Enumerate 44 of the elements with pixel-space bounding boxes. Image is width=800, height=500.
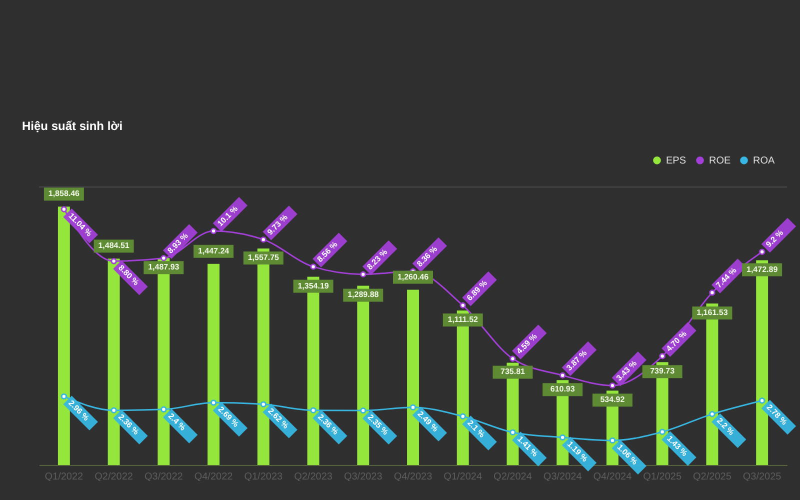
data-label: 2.78 % [764,402,789,427]
legend-label: ROE [709,155,731,166]
data-label: 1.19 % [565,440,590,464]
data-label: 6.89 % [464,278,489,303]
data-label: 3.43 % [614,358,639,383]
data-label: 10.1 % [216,204,240,228]
data-label: 534.92 [600,395,626,404]
data-label: 8.80 % [116,263,141,288]
data-label: 8.23 % [365,248,390,272]
data-label: 1,354.19 [298,281,330,290]
data-label: 2.49 % [416,409,440,434]
data-label: 1.43 % [665,434,690,458]
data-label: 610.93 [550,384,576,394]
data-label: 8.56 % [315,240,340,264]
data-label: 1,858.46 [48,189,80,198]
data-label: 735.81 [500,367,526,376]
data-label: 1,472.89 [746,264,778,274]
data-label: 2.36 % [116,412,141,436]
data-label: 1,111.52 [448,315,479,324]
data-label: 1,447.24 [198,246,230,256]
data-label: 2.96 % [66,398,91,423]
data-label: 8.36 % [415,244,440,268]
legend-label: ROA [753,155,775,166]
data-label: 9.2 % [764,228,786,250]
data-label: 2.35 % [366,412,390,437]
data-label: 1,260.46 [397,272,430,282]
data-label: 1,289.88 [348,290,380,300]
data-label: 2.36 % [316,412,340,436]
data-label: 2.69 % [216,404,240,429]
data-label: 1.06 % [615,442,640,467]
data-label: 4.70 % [664,329,688,354]
data-label: 2.2 % [715,416,736,437]
data-label: 4.59 % [514,332,539,356]
data-label: 1,161.53 [696,308,728,318]
data-label: 1,557.75 [248,252,280,262]
data-label: 1,484.51 [98,241,130,250]
data-label: 9.73 % [266,212,290,237]
legend-label: EPS [666,155,686,166]
data-label: 2.1 % [466,418,487,440]
data-label: 2.4 % [166,412,188,432]
chart-title: Hiệu suất sinh lời [22,119,123,133]
data-label: 7.44 % [714,266,738,290]
data-label: 739.73 [650,366,676,376]
data-label: 1,487.93 [148,262,180,272]
